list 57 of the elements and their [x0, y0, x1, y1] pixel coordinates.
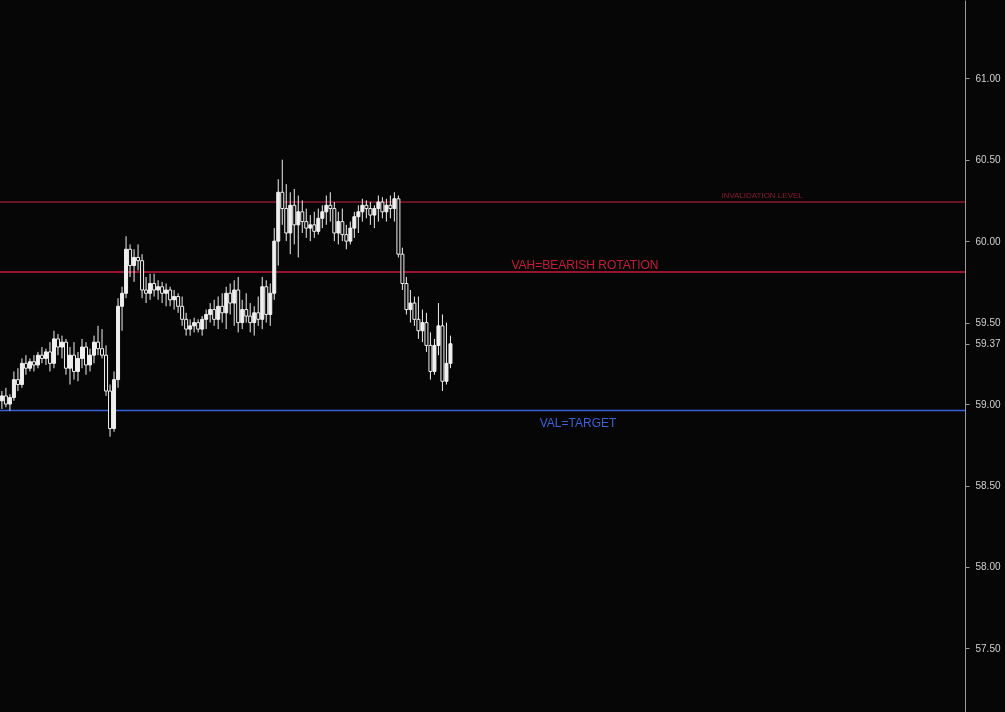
y-tick-label: 61.00	[975, 72, 1001, 84]
candlestick	[47, 341, 52, 372]
candlestick	[380, 196, 385, 219]
candlestick	[316, 208, 321, 236]
candlestick	[188, 318, 193, 337]
y-tick-label: 58.50	[975, 480, 1001, 492]
candlestick	[300, 199, 305, 234]
candlestick	[168, 286, 173, 307]
candlestick	[156, 279, 161, 301]
y-tick-label: 60.50	[975, 154, 1001, 166]
candlestick	[224, 286, 229, 330]
candlestick	[324, 195, 329, 226]
candlestick	[132, 248, 137, 283]
candlestick	[416, 296, 421, 340]
candlestick	[0, 390, 4, 410]
candlestick	[220, 292, 225, 324]
candlestick	[336, 211, 341, 245]
candlestick	[388, 195, 393, 219]
y-tick-label: 59.00	[975, 398, 1001, 410]
candlestick	[216, 296, 221, 330]
candlestick	[96, 325, 101, 356]
candlestick	[160, 281, 165, 304]
y-tick-label: 58.00	[975, 561, 1001, 573]
candlestick	[148, 273, 153, 301]
y-tick-label: 59.50	[975, 317, 1001, 329]
candlestick	[164, 283, 169, 307]
y-tick-label: 59.37	[975, 338, 1001, 350]
candlestick	[356, 204, 361, 234]
candlestick	[420, 309, 425, 343]
candlestick	[3, 387, 8, 408]
candlestick	[39, 346, 44, 364]
candlestick	[296, 195, 301, 258]
candlestick	[244, 292, 249, 324]
candlestick	[19, 357, 24, 389]
candlestick	[200, 315, 205, 337]
candlestick	[172, 289, 177, 311]
candlestick	[444, 322, 449, 386]
candlestick	[252, 305, 257, 337]
candlestick	[67, 346, 72, 386]
candlestick	[308, 214, 313, 242]
candlestick	[340, 208, 345, 242]
candlestick	[368, 201, 373, 226]
candlestick	[292, 188, 297, 245]
candlestick	[152, 273, 157, 298]
ref-line-label: VAH=BEARISH ROTATION	[511, 258, 659, 273]
ref-line-label: VAL=TARGET	[539, 415, 617, 430]
candlestick	[43, 348, 48, 366]
candlestick	[71, 341, 76, 381]
candlestick	[232, 279, 237, 327]
candlestick	[84, 341, 89, 376]
candlestick	[384, 198, 389, 223]
candlestick	[228, 283, 233, 315]
candlestick	[212, 299, 217, 327]
y-tick-label: 60.00	[975, 235, 1001, 247]
candlestick	[312, 211, 317, 239]
ref-line-label: INVALIDATION LEVEL	[721, 191, 804, 201]
y-tick-label: 57.50	[975, 642, 1001, 654]
